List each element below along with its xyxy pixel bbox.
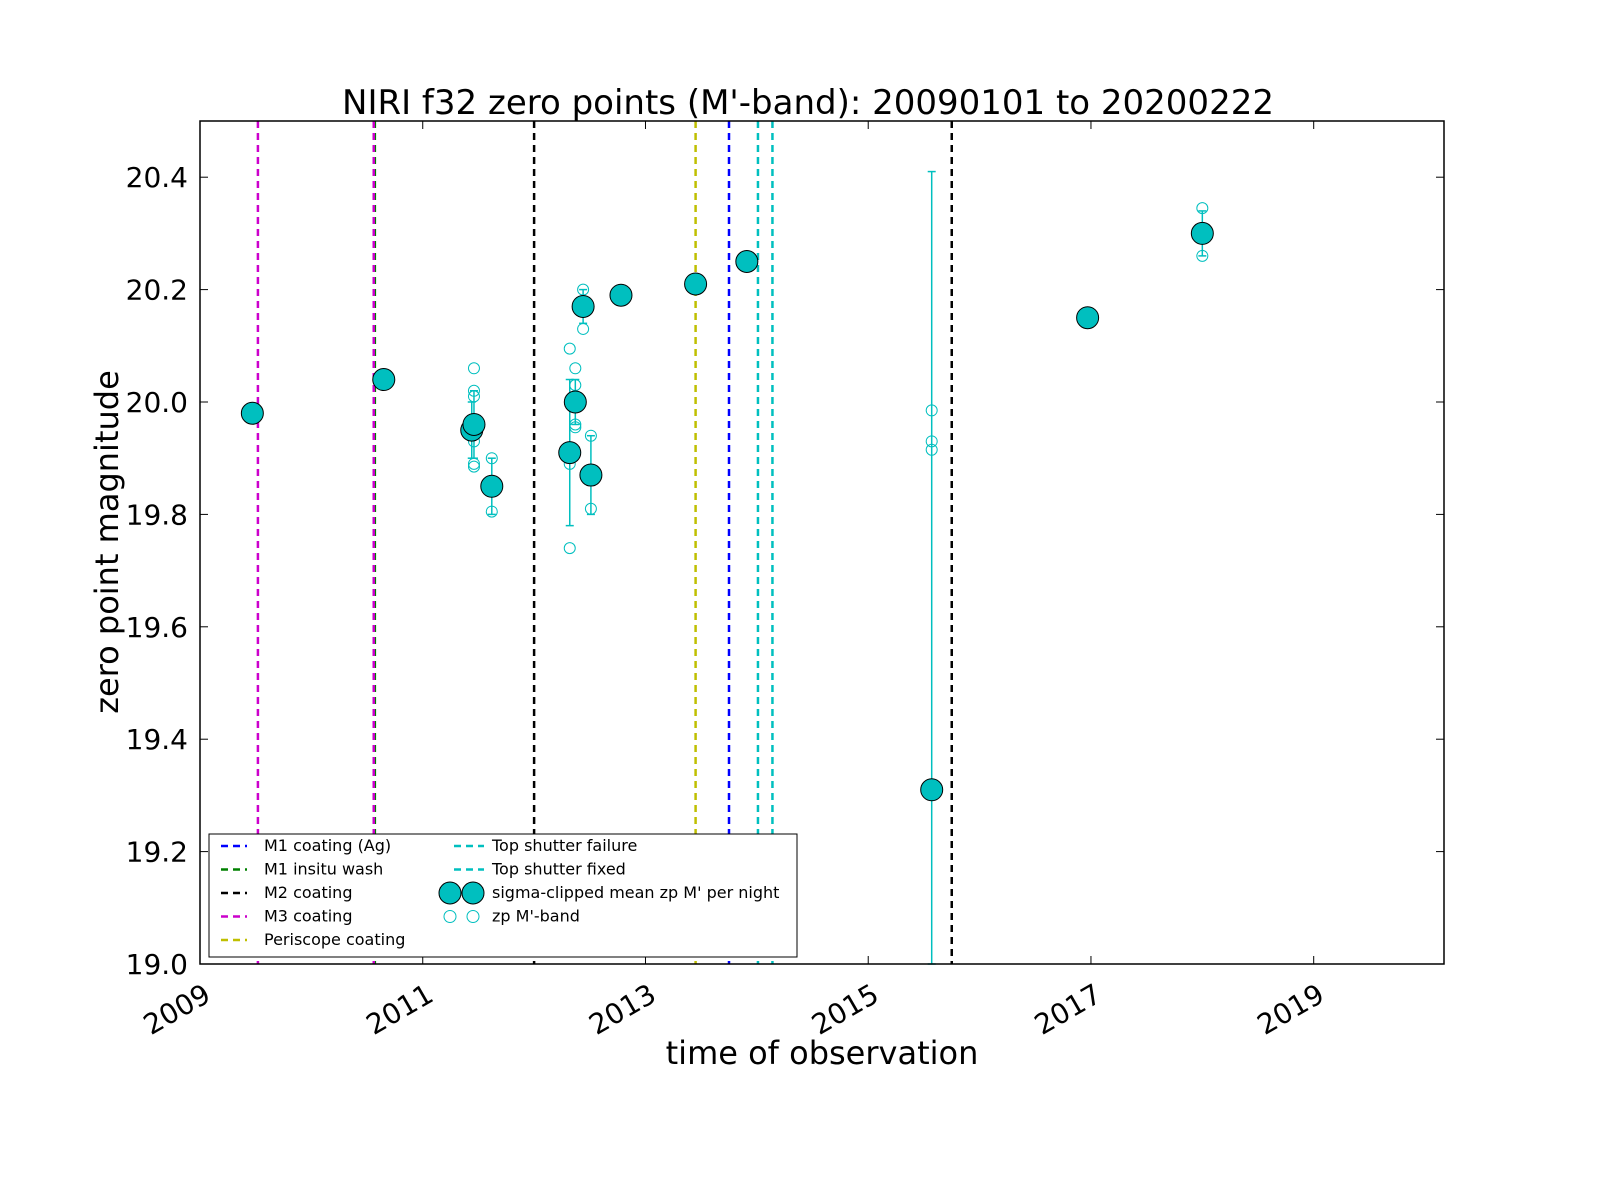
mean-point-10 <box>684 272 708 296</box>
raw-point-22 <box>1196 202 1209 215</box>
legend-label-m3-coating: M3 coating <box>264 907 352 926</box>
raw-point-23 <box>1196 249 1209 262</box>
mean-point-0 <box>240 401 264 425</box>
y-tick-label-5: 20.0 <box>126 386 188 419</box>
legend-label-zp-m-band: zp M'-band <box>492 907 580 926</box>
plot-frame <box>199 120 1445 965</box>
legend-label-m1-coating-ag: M1 coating (Ag) <box>264 836 391 855</box>
mean-point-4 <box>480 474 504 498</box>
mean-point-9 <box>609 283 633 307</box>
mean-point-12 <box>920 778 944 802</box>
raw-point-21 <box>925 443 938 456</box>
mean-point-3 <box>462 412 486 436</box>
raw-point-16 <box>577 322 590 335</box>
raw-point-7 <box>485 505 498 518</box>
legend-label-top-shutter-failure: Top shutter failure <box>491 836 637 855</box>
legend: M1 coating (Ag) M1 insitu wash M2 coating M… <box>208 833 798 958</box>
legend-swatch-mean-b <box>461 881 485 905</box>
chart-title: NIRI f32 zero points (M'-band): 20090101… <box>342 83 1274 123</box>
legend-label-m2-coating: M2 coating <box>264 883 352 902</box>
raw-point-4 <box>467 457 480 470</box>
legend-swatch-mean-a <box>438 881 462 905</box>
event-lines <box>256 121 953 964</box>
raw-point-14 <box>569 421 582 434</box>
mean-point-8 <box>579 463 603 487</box>
mean-points <box>240 221 1214 802</box>
raw-point-20 <box>925 435 938 448</box>
raw-point-19 <box>925 404 938 417</box>
raw-point-18 <box>584 502 597 515</box>
legend-label-periscope-coating: Periscope coating <box>264 930 405 949</box>
mean-point-7 <box>571 294 595 318</box>
y-tick-label-2: 19.4 <box>126 723 188 756</box>
raw-point-5 <box>467 460 480 473</box>
y-axis-label: zero point magnitude <box>88 370 126 714</box>
y-tick-label-3: 19.6 <box>126 611 188 644</box>
legend-label-sigma-clipped-mean-zp-m-per-night: sigma-clipped mean zp M' per night <box>492 883 779 902</box>
raw-point-0 <box>467 362 480 375</box>
raw-point-8 <box>563 342 576 355</box>
raw-point-17 <box>584 429 597 442</box>
legend-swatch-raw-b <box>466 910 480 923</box>
raw-point-1 <box>467 384 480 397</box>
raw-point-6 <box>485 452 498 465</box>
mean-point-1 <box>372 368 396 392</box>
raw-point-2 <box>467 390 480 403</box>
legend-label-m1-insitu-wash: M1 insitu wash <box>264 860 383 879</box>
raw-point-13 <box>569 418 582 431</box>
mean-point-14 <box>1190 221 1214 245</box>
y-tick-label-4: 19.8 <box>126 498 188 531</box>
y-tick-label-0: 19.0 <box>126 948 188 981</box>
legend-label-top-shutter-fixed: Top shutter fixed <box>491 860 626 879</box>
legend-swatch-raw-a <box>443 910 457 923</box>
mean-point-11 <box>735 250 759 273</box>
raw-point-10 <box>563 542 576 555</box>
y-tick-label-7: 20.4 <box>126 161 188 194</box>
mean-point-6 <box>563 390 587 414</box>
y-tick-label-6: 20.2 <box>126 274 188 307</box>
legend-box <box>208 833 798 958</box>
x-axis-label: time of observation <box>666 1034 979 1072</box>
mean-point-13 <box>1076 306 1100 330</box>
mean-point-5 <box>558 441 582 465</box>
y-tick-label-1: 19.2 <box>126 836 188 869</box>
raw-point-11 <box>569 362 582 375</box>
